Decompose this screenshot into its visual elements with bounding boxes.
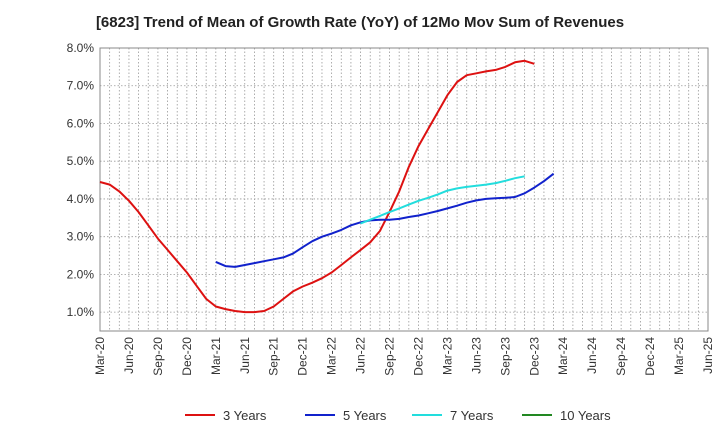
y-tick-label: 5.0% [67,154,95,168]
y-tick-label: 8.0% [67,41,95,55]
grid [100,47,708,331]
x-tick-label: Mar-20 [93,337,107,375]
series-line-3-years [99,59,535,314]
x-tick-label: Dec-21 [296,337,310,376]
y-tick-label: 4.0% [67,192,95,206]
x-tick-label: Dec-23 [527,337,541,376]
y-tick-label: 3.0% [67,230,95,244]
series-line-7-years [360,175,525,225]
x-tick-label: Sep-20 [151,337,165,376]
x-tick-label: Jun-24 [585,337,599,374]
y-tick-label: 1.0% [67,305,95,319]
x-tick-label: Mar-23 [440,337,454,375]
x-tick-label: Mar-24 [556,337,570,375]
series-line-5-years [215,172,555,268]
x-tick-label: Sep-22 [383,337,397,376]
y-tick-label: 7.0% [67,79,95,93]
plot-area-border [99,47,709,332]
y-tick-label: 6.0% [67,116,95,130]
x-tick-label: Jun-23 [469,337,483,374]
legend-label: 10 Years [560,408,611,423]
legend-label: 7 Years [450,408,494,423]
x-tick-label: Dec-24 [643,337,657,376]
y-axis: 1.0% 2.0% 3.0% 4.0% 5.0% 6.0% 7.0% 8.0% [67,41,95,319]
x-tick-label: Jun-21 [238,337,252,374]
legend-label: 3 Years [223,408,267,423]
x-tick-label: Dec-22 [411,337,425,376]
x-axis: Mar-20 Jun-20 Sep-20 Dec-20 Mar-21 Jun-21 Sep-… [93,337,715,376]
x-tick-label: Sep-24 [614,337,628,376]
y-tick-label: 2.0% [67,267,95,281]
x-tick-label: Sep-21 [267,337,281,376]
x-tick-label: Sep-23 [498,337,512,376]
x-tick-label: Jun-25 [701,337,715,374]
x-tick-label: Mar-21 [209,337,223,375]
x-tick-label: Mar-22 [325,337,339,375]
x-tick-label: Jun-22 [354,337,368,374]
x-tick-label: Jun-20 [122,337,136,374]
x-tick-label: Mar-25 [672,337,686,375]
legend: 3 Years 5 Years 7 Years 10 Years [185,408,611,423]
x-tick-label: Dec-20 [180,337,194,376]
chart-title: [6823] Trend of Mean of Growth Rate (YoY… [95,14,625,31]
series-lines [99,59,555,314]
legend-label: 5 Years [343,408,387,423]
